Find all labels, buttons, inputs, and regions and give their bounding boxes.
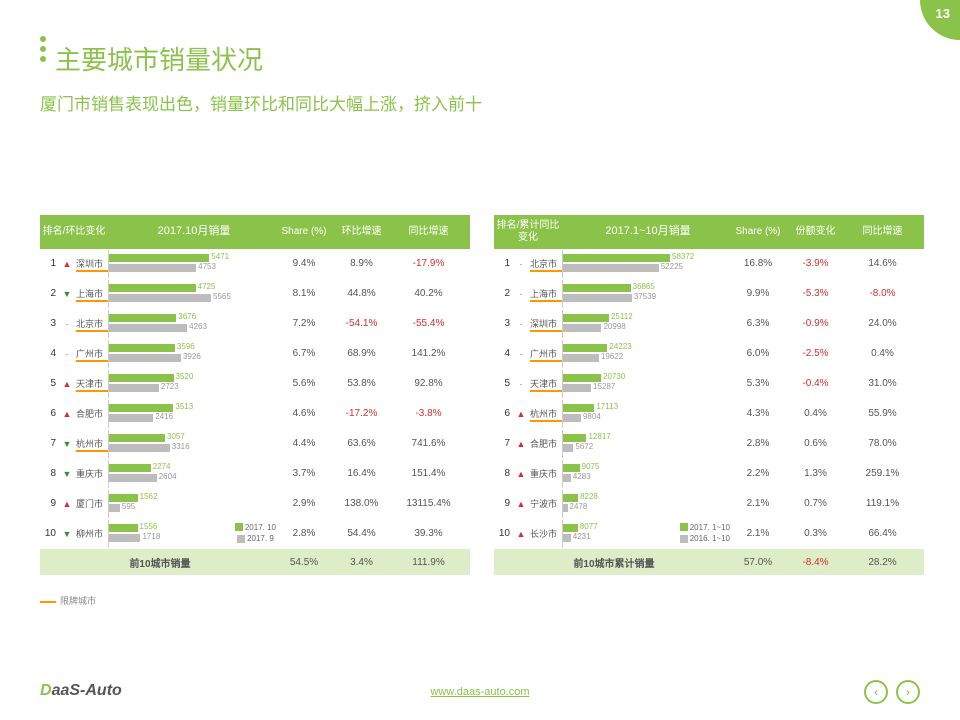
table-row: 2-上海市36865375399.9%-5.3%-8.0% — [494, 279, 924, 309]
footer-nav: ‹ › — [864, 680, 920, 704]
bar-cell: 90754283 — [562, 460, 734, 488]
table-row: 8▲重庆市907542832.2%1.3%259.1% — [494, 459, 924, 489]
next-button[interactable]: › — [896, 680, 920, 704]
table-row: 2▼上海市472555658.1%44.8%40.2% — [40, 279, 470, 309]
bar-cell: 2073015287 — [562, 370, 734, 398]
right-table: 排名/累计同比变化2017.1~10月销量Share (%)份额变化同比增速1-… — [494, 215, 924, 575]
table-footer: 前10城市累计销量57.0%-8.4%28.2% — [494, 549, 924, 575]
bar-cell: 171139804 — [562, 400, 734, 428]
table-row: 7▲合肥市1281756722.8%0.6%78.0% — [494, 429, 924, 459]
footer-logo: DaaS-Auto — [40, 682, 122, 700]
bar-cell: 47255565 — [108, 280, 280, 308]
bar-cell: 82282478 — [562, 490, 734, 518]
bar-cell: 35132416 — [108, 400, 280, 428]
table-row: 5-天津市20730152875.3%-0.4%31.0% — [494, 369, 924, 399]
bar-cell: 155617182017. 102017. 9 — [108, 520, 280, 548]
bar-cell: 35202723 — [108, 370, 280, 398]
page-number: 13 — [936, 6, 950, 21]
bar-cell: 2511220998 — [562, 310, 734, 338]
page-subtitle: 厦门市销售表现出色，销量环比和同比大幅上涨，挤入前十 — [40, 90, 482, 115]
title-decoration — [40, 36, 46, 66]
page-title: 主要城市销量状况 — [55, 40, 263, 77]
bar-cell: 22742604 — [108, 460, 280, 488]
bar-cell: 128175672 — [562, 430, 734, 458]
tables-container: 排名/环比变化2017.10月销量Share (%)环比增速同比增速1▲深圳市5… — [40, 215, 924, 575]
bar-cell: 36764263 — [108, 310, 280, 338]
table-row: 3-深圳市25112209986.3%-0.9%24.0% — [494, 309, 924, 339]
table-row: 3-北京市367642637.2%-54.1%-55.4% — [40, 309, 470, 339]
table-row: 9▲宁波市822824782.1%0.7%119.1% — [494, 489, 924, 519]
bar-cell: 2422319622 — [562, 340, 734, 368]
bar-cell: 3686537539 — [562, 280, 734, 308]
table-row: 6▲合肥市351324164.6%-17.2%-3.8% — [40, 399, 470, 429]
table-header: 排名/累计同比变化2017.1~10月销量Share (%)份额变化同比增速 — [494, 215, 924, 249]
bar-cell: 30573316 — [108, 430, 280, 458]
bar-cell: 807742312017. 1~102016. 1~10 — [562, 520, 734, 548]
table-footer: 前10城市销量54.5%3.4%111.9% — [40, 549, 470, 575]
footer-url[interactable]: www.daas-auto.com — [430, 686, 529, 698]
table-row: 4-广州市359639266.7%68.9%141.2% — [40, 339, 470, 369]
prev-button[interactable]: ‹ — [864, 680, 888, 704]
table-row: 6▲杭州市1711398044.3%0.4%55.9% — [494, 399, 924, 429]
table-row: 9▲厦门市15625952.9%138.0%13115.4% — [40, 489, 470, 519]
bar-cell: 5837252225 — [562, 250, 734, 278]
table-row: 7▼杭州市305733164.4%63.6%741.6% — [40, 429, 470, 459]
table-row: 10▼柳州市155617182017. 102017. 92.8%54.4%39… — [40, 519, 470, 549]
table-row: 10▲长沙市807742312017. 1~102016. 1~102.1%0.… — [494, 519, 924, 549]
table-row: 8▼重庆市227426043.7%16.4%151.4% — [40, 459, 470, 489]
bar-cell: 54714753 — [108, 250, 280, 278]
left-table: 排名/环比变化2017.10月销量Share (%)环比增速同比增速1▲深圳市5… — [40, 215, 470, 575]
table-row: 1▲深圳市547147539.4%8.9%-17.9% — [40, 249, 470, 279]
legend-restricted-city: 限牌城市 — [40, 594, 96, 607]
table-header: 排名/环比变化2017.10月销量Share (%)环比增速同比增速 — [40, 215, 470, 249]
bar-cell: 35963926 — [108, 340, 280, 368]
table-row: 4-广州市24223196226.0%-2.5%0.4% — [494, 339, 924, 369]
table-row: 1-北京市583725222516.8%-3.9%14.6% — [494, 249, 924, 279]
bar-cell: 1562595 — [108, 490, 280, 518]
table-row: 5▲天津市352027235.6%53.8%92.8% — [40, 369, 470, 399]
